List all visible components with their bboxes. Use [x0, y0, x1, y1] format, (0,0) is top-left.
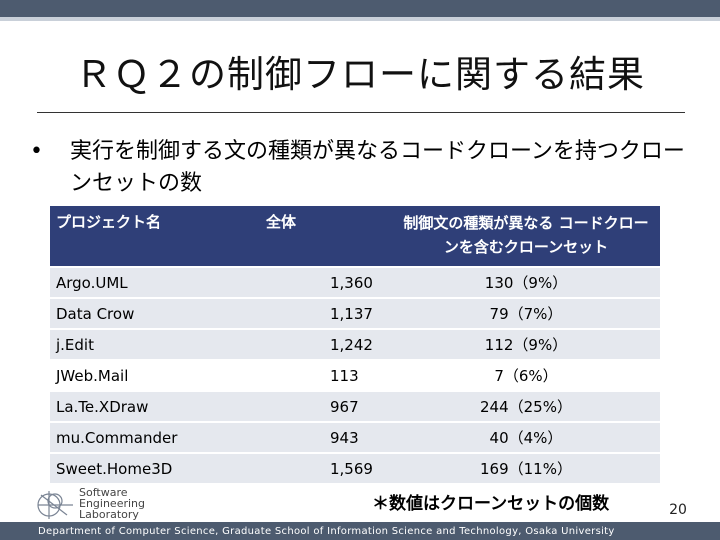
- table-row: La.Te.XDraw 967 244（25%）: [50, 392, 660, 421]
- cell-diff: 244（25%）: [392, 392, 660, 421]
- cell-total: 113: [242, 361, 392, 390]
- cell-diff: 169（11%）: [392, 454, 660, 483]
- table-row: j.Edit 1,242 112（9%）: [50, 330, 660, 359]
- cell-diff: 112（9%）: [392, 330, 660, 359]
- cell-diff: 40（4%）: [392, 423, 660, 452]
- logo-line: Engineering: [79, 497, 145, 510]
- bullet-text: 実行を制御する文の種類が異なるコードクローンを持つクローンセットの数: [70, 139, 685, 196]
- header-project: プロジェクト名: [50, 206, 242, 266]
- title-divider: [37, 112, 685, 113]
- table-row: Argo.UML 1,360 130（9%）: [50, 268, 660, 297]
- lab-logo: Software Engineering Laboratory: [33, 487, 173, 523]
- cell-project: JWeb.Mail: [50, 361, 242, 390]
- cell-diff: 130（9%）: [392, 268, 660, 297]
- lab-logo-icon: [37, 491, 73, 519]
- footer-text: Department of Computer Science, Graduate…: [38, 526, 615, 537]
- cell-total: 1,569: [242, 454, 392, 483]
- cell-project: Data Crow: [50, 299, 242, 328]
- cell-total: 1,137: [242, 299, 392, 328]
- bullet-symbol: •: [30, 139, 43, 164]
- footnote: ＊数値はクローンセットの個数: [372, 494, 610, 514]
- table-row: Data Crow 1,137 79（7%）: [50, 299, 660, 328]
- results-table: プロジェクト名 全体 制御文の種類が異なる コードクローンを含むクローンセット …: [50, 204, 660, 485]
- cell-project: Sweet.Home3D: [50, 454, 242, 483]
- table-header-row: プロジェクト名 全体 制御文の種類が異なる コードクローンを含むクローンセット: [50, 206, 660, 266]
- header-diff: 制御文の種類が異なる コードクローンを含むクローンセット: [392, 206, 660, 266]
- slide-title: ＲＱ２の制御フローに関する結果: [75, 53, 645, 96]
- cell-diff: 7（6%）: [392, 361, 660, 390]
- cell-total: 1,242: [242, 330, 392, 359]
- table-row: Sweet.Home3D 1,569 169（11%）: [50, 454, 660, 483]
- logo-line: Laboratory: [79, 508, 139, 521]
- table-row: mu.Commander 943 40（4%）: [50, 423, 660, 452]
- table-row: JWeb.Mail 113 7（6%）: [50, 361, 660, 390]
- header-total: 全体: [242, 206, 392, 266]
- cell-project: Argo.UML: [50, 268, 242, 297]
- page-number: 20: [669, 502, 687, 518]
- top-bar: [0, 0, 720, 17]
- top-bar-accent: [0, 17, 720, 21]
- cell-project: j.Edit: [50, 330, 242, 359]
- cell-diff: 79（7%）: [392, 299, 660, 328]
- cell-total: 967: [242, 392, 392, 421]
- cell-total: 1,360: [242, 268, 392, 297]
- lab-logo-text: Software Engineering Laboratory: [79, 487, 145, 520]
- footer-bar: [0, 522, 720, 540]
- cell-project: La.Te.XDraw: [50, 392, 242, 421]
- cell-total: 943: [242, 423, 392, 452]
- logo-line: Software: [79, 486, 128, 499]
- cell-project: mu.Commander: [50, 423, 242, 452]
